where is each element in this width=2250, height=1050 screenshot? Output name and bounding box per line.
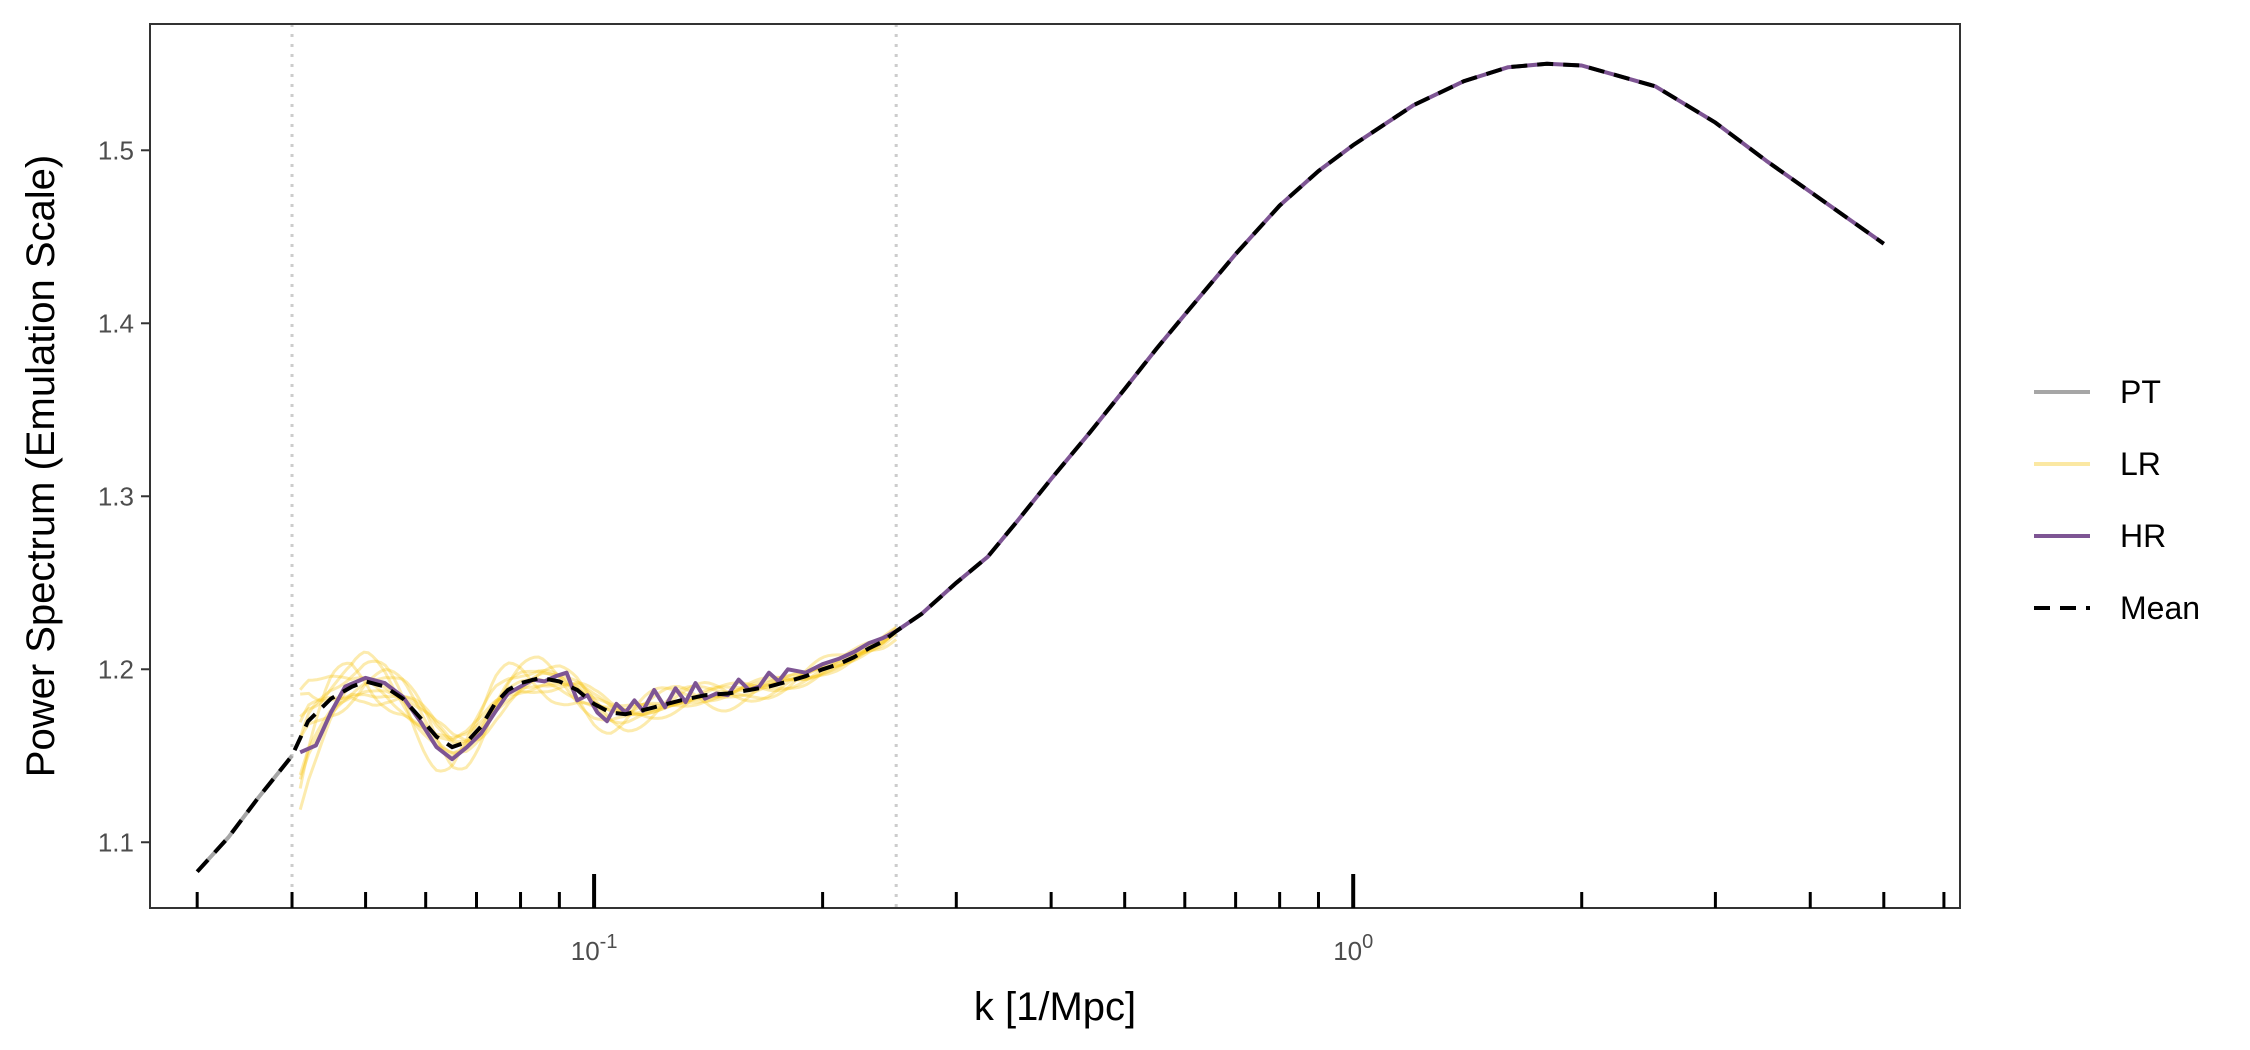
y-tick-label-2: 1.3 xyxy=(98,481,134,511)
reference-lines xyxy=(290,24,898,908)
y-tick-label-1: 1.2 xyxy=(98,654,134,684)
legend-label-lr: LR xyxy=(2120,446,2161,482)
series-lines xyxy=(195,61,1885,874)
legend: PT LR HR Mean xyxy=(2034,374,2200,626)
x-tick-label-0: 10-1 xyxy=(571,931,618,966)
legend-label-mean: Mean xyxy=(2120,590,2200,626)
y-tick-label-4: 1.5 xyxy=(98,135,134,165)
x-axis-title: k [1/Mpc] xyxy=(974,985,1136,1029)
legend-label-pt: PT xyxy=(2120,374,2161,410)
legend-label-hr: HR xyxy=(2120,518,2166,554)
mean-line xyxy=(195,61,1885,874)
y-axis-title: Power Spectrum (Emulation Scale) xyxy=(19,155,63,777)
x-tick-label-1: 100 xyxy=(1333,931,1373,966)
plot-panel-border xyxy=(149,23,1961,909)
y-axis-ticks: 1.1 1.2 1.3 1.4 1.5 xyxy=(98,135,150,857)
x-axis-ticks: 10-1 100 xyxy=(195,874,1946,966)
y-tick-label-0: 1.1 xyxy=(98,827,134,857)
pt-line xyxy=(195,754,294,874)
lr-line-6 xyxy=(298,630,897,811)
y-tick-label-3: 1.4 xyxy=(98,308,134,338)
